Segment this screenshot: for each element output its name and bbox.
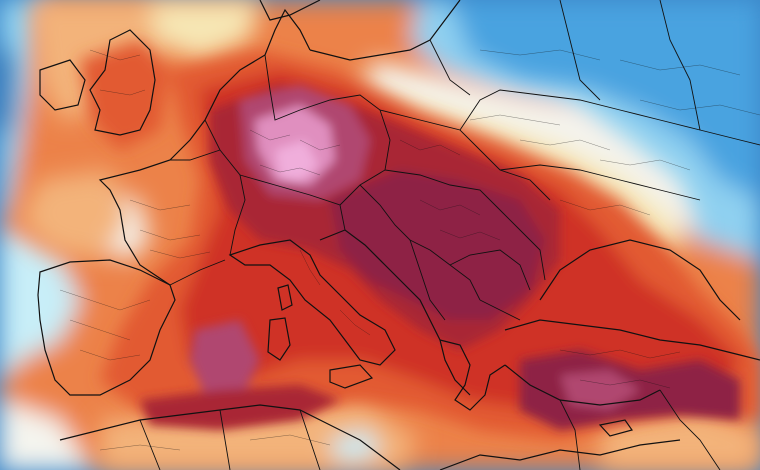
- pale-band-biscay: [20, 170, 130, 260]
- hot-region-sardinia-sea: [190, 320, 260, 400]
- border-line: [149, 249, 211, 259]
- coastline-black-sea: [539, 239, 741, 321]
- border-line: [239, 174, 346, 231]
- border-line: [299, 139, 341, 151]
- coastline-ireland: [39, 59, 86, 111]
- border-line: [449, 249, 531, 291]
- coastline-sardinia: [267, 317, 291, 361]
- border-line: [99, 89, 146, 96]
- border-line: [79, 349, 141, 361]
- border-line: [139, 229, 201, 241]
- border-line: [659, 389, 721, 470]
- country-borders: [139, 0, 760, 470]
- border-line: [99, 444, 181, 451]
- hot-region-balkans-core: [330, 170, 545, 320]
- coastline-france-west: [98, 119, 206, 286]
- border-line: [204, 119, 246, 256]
- border-line: [559, 349, 681, 359]
- coastline-libya-egypt: [439, 439, 681, 470]
- border-line: [69, 319, 131, 341]
- border-line: [170, 149, 221, 161]
- hot-region-germany-max: [275, 140, 318, 182]
- border-line: [639, 99, 760, 116]
- border-line: [384, 169, 546, 281]
- border-line: [599, 159, 691, 171]
- border-line: [579, 379, 671, 389]
- border-line: [419, 199, 481, 216]
- border-line: [479, 299, 521, 321]
- cold-region-northeast-core: [450, 0, 760, 200]
- border-line: [559, 0, 601, 101]
- coastline-italy: [228, 239, 396, 366]
- coastline-sicily: [329, 364, 374, 389]
- regional-borders: [59, 49, 760, 451]
- cool-region-southwest: [0, 400, 90, 470]
- coastline-scandinavia: [259, 0, 321, 21]
- coastline-greece: [439, 339, 506, 411]
- border-line: [409, 239, 446, 321]
- warm-region-uk: [80, 40, 170, 150]
- border-line: [469, 114, 561, 126]
- coastline-adriatic-balkans: [319, 229, 471, 396]
- cold-region-west-core: [0, 40, 14, 140]
- border-line: [89, 49, 141, 61]
- border-line: [249, 434, 331, 446]
- border-line: [339, 309, 371, 336]
- border-line: [264, 54, 391, 206]
- coastline-baltic: [309, 0, 461, 61]
- cool-region-iberia-atlantic: [0, 230, 80, 380]
- border-line: [379, 109, 551, 201]
- border-line: [359, 184, 481, 301]
- border-line: [459, 89, 760, 146]
- border-line: [519, 139, 611, 151]
- border-line: [259, 164, 321, 176]
- border-line: [169, 259, 226, 286]
- border-line: [219, 409, 231, 470]
- coastline-iberia: [37, 259, 176, 396]
- coastline-benelux-denmark: [204, 8, 311, 121]
- border-line: [139, 419, 161, 470]
- border-line: [659, 0, 701, 131]
- border-line: [479, 49, 601, 61]
- border-line: [399, 139, 461, 156]
- border-line: [429, 39, 471, 96]
- border-line: [619, 59, 741, 76]
- border-overlay: [37, 0, 760, 470]
- border-line: [439, 229, 501, 241]
- border-line: [249, 129, 291, 141]
- border-line: [559, 399, 581, 470]
- border-line: [559, 199, 651, 216]
- coastline-uk: [89, 29, 156, 136]
- border-line: [59, 289, 151, 311]
- border-line: [499, 164, 701, 201]
- coastline-north-africa: [59, 404, 401, 470]
- coastline-turkey: [504, 319, 760, 406]
- coastline-cyprus: [598, 419, 633, 437]
- coastline-corsica: [277, 284, 293, 311]
- pale-spot-tunisia: [330, 430, 380, 465]
- hot-anomaly-layer: [140, 85, 740, 430]
- pale-band-north-sea: [150, 0, 260, 60]
- border-line: [299, 249, 321, 286]
- border-line: [129, 199, 191, 211]
